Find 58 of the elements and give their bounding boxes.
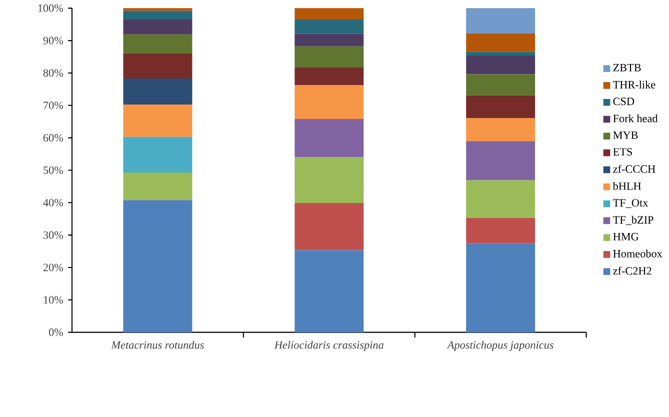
y-tick-label: 80%: [43, 69, 64, 77]
bar: [466, 243, 536, 333]
legend-label: TF_bZIP: [613, 216, 654, 226]
y-tick-label: 0%: [48, 328, 64, 336]
bar: [466, 96, 536, 118]
bar: [466, 118, 536, 142]
y-tick-label: 20%: [43, 264, 64, 272]
bar: [123, 20, 192, 35]
legend-label: bHLH: [612, 182, 642, 190]
bar: [466, 52, 536, 56]
bar: [123, 34, 192, 54]
legend-label: zf-CCCH: [613, 165, 656, 173]
bar: [123, 53, 192, 79]
bar: [294, 157, 364, 204]
x-tick-label: Apostichopus japonicus: [446, 341, 554, 352]
y-tick-label: 50%: [44, 166, 64, 174]
legend-label: zf-C2H2: [613, 266, 652, 275]
y-tick-label: 70%: [44, 102, 64, 110]
y-tick-label: 10%: [44, 296, 64, 304]
bar: [123, 10, 192, 20]
bar: [294, 8, 364, 20]
bar: [294, 119, 364, 158]
bar: [123, 104, 192, 138]
bar: [466, 74, 536, 96]
legend-label: MYB: [613, 132, 638, 140]
bar: [294, 20, 364, 34]
bar: [123, 8, 192, 11]
bar: [466, 180, 536, 218]
y-tick-label: 60%: [43, 134, 64, 142]
x-tick-label: Metacrinus rotundus: [111, 341, 204, 349]
bar: [294, 46, 364, 68]
bar: [123, 137, 192, 173]
legend-label: TF_Otx: [613, 199, 648, 208]
bar: [466, 34, 536, 52]
y-tick-label: 40%: [43, 199, 64, 207]
y-tick-label: 100%: [38, 4, 64, 12]
bar: [294, 34, 364, 47]
bar: [123, 172, 192, 200]
bar: [466, 141, 536, 180]
legend-label: ZBTB: [613, 64, 641, 72]
y-tick-label: 30%: [43, 231, 64, 240]
legend-label: Fork head: [613, 114, 658, 122]
bar: [294, 68, 364, 86]
bar: [123, 200, 192, 333]
legend-label: THR-like: [613, 80, 656, 89]
legend-label: CSD: [613, 98, 634, 106]
legend-label: Homeobox: [613, 250, 662, 258]
bar: [466, 218, 536, 244]
bar: [466, 56, 536, 74]
y-tick-label: 90%: [43, 37, 64, 45]
legend-label: HMG: [613, 233, 639, 241]
x-tick-label: Heliocidaris crassispina: [274, 341, 384, 352]
bar: [294, 250, 364, 333]
bar: [294, 203, 364, 251]
legend-label: ETS: [613, 148, 632, 156]
bar: [294, 85, 364, 120]
bar: [466, 8, 536, 34]
bar: [123, 78, 192, 105]
